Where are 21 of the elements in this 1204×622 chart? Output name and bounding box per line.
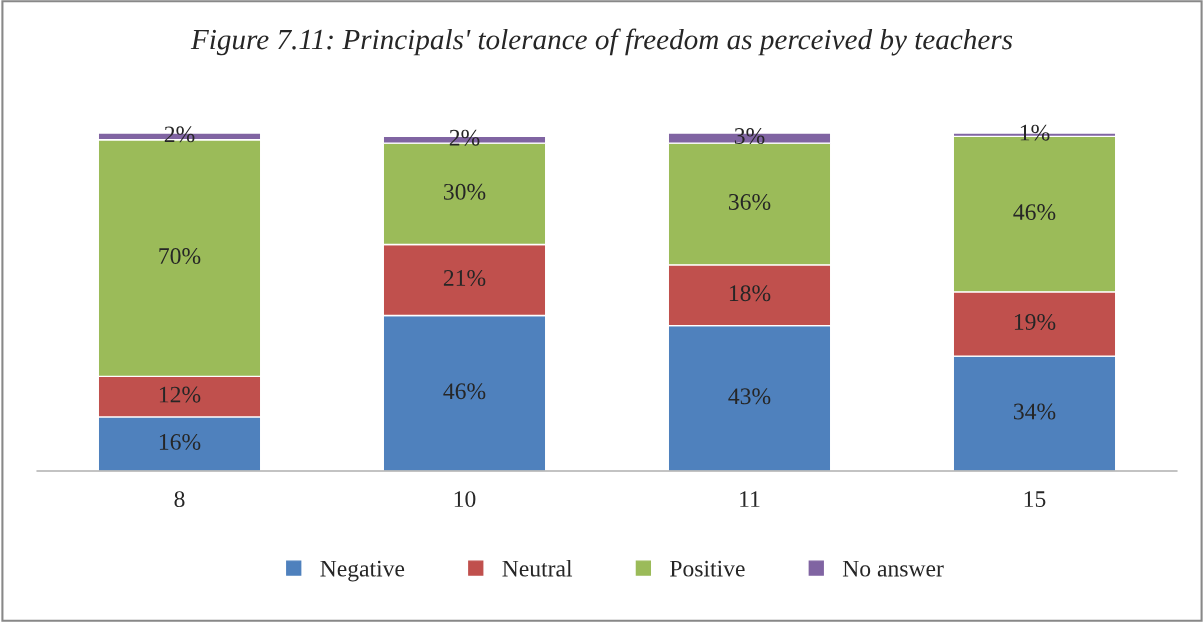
data-label: 12%	[159, 386, 201, 403]
x-tick-label: 8	[174, 491, 185, 508]
x-tick-label: 11	[740, 491, 760, 507]
x-tick-label: 10	[454, 491, 476, 508]
data-label: 46%	[443, 383, 486, 400]
chart-title: Figure 7.11: Principals' tolerance of freedom as perceived by teachers	[190, 28, 1013, 56]
data-label: 43%	[728, 388, 771, 405]
data-label: 70%	[159, 248, 201, 265]
data-label: 30%	[443, 183, 486, 200]
legend-label: Negative	[320, 560, 405, 582]
legend-label: Neutral	[502, 559, 573, 577]
x-tick-label: 15	[1024, 491, 1046, 508]
legend-label: No answer	[842, 560, 944, 577]
data-label: 19%	[1014, 313, 1056, 330]
data-label: 21%	[443, 270, 486, 287]
data-label: 34%	[1013, 403, 1056, 420]
legend-label: Positive	[670, 560, 745, 577]
data-label: 18%	[729, 285, 771, 302]
data-label: 46%	[1013, 204, 1056, 221]
data-label: 16%	[159, 433, 201, 450]
data-label: 36%	[728, 193, 771, 210]
